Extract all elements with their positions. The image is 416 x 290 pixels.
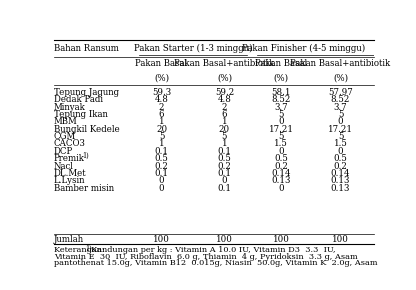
- Text: 100: 100: [272, 235, 290, 244]
- Text: 0.1: 0.1: [218, 169, 231, 178]
- Text: 100: 100: [216, 235, 233, 244]
- Text: Kandungan per kg : Vitamin A 10.0 IU, Vitamin D3  3.3  IU,: Kandungan per kg : Vitamin A 10.0 IU, Vi…: [91, 246, 335, 255]
- Text: 0.2: 0.2: [274, 162, 288, 171]
- Text: Minyak: Minyak: [54, 103, 85, 112]
- Text: Pakan Basal: Pakan Basal: [136, 59, 188, 68]
- Text: 0.1: 0.1: [218, 184, 231, 193]
- Text: 0: 0: [159, 176, 164, 185]
- Text: 4.8: 4.8: [218, 95, 231, 104]
- Text: 5: 5: [278, 110, 284, 119]
- Text: 1: 1: [222, 117, 227, 126]
- Text: 0.14: 0.14: [331, 169, 350, 178]
- Text: 1: 1: [222, 139, 227, 148]
- Text: 0.5: 0.5: [274, 154, 288, 163]
- Text: 1): 1): [85, 245, 92, 253]
- Text: 0.1: 0.1: [155, 147, 168, 156]
- Text: 0.14: 0.14: [271, 169, 291, 178]
- Text: Tepung Ikan: Tepung Ikan: [54, 110, 107, 119]
- Text: 0.2: 0.2: [334, 162, 347, 171]
- Text: 1.5: 1.5: [334, 139, 347, 148]
- Text: 0: 0: [222, 176, 227, 185]
- Text: 0.13: 0.13: [271, 176, 291, 185]
- Text: 3.7: 3.7: [274, 103, 288, 112]
- Text: 17.21: 17.21: [268, 125, 293, 134]
- Text: DCP: DCP: [54, 147, 73, 156]
- Text: 17.21: 17.21: [328, 125, 353, 134]
- Text: 1: 1: [159, 139, 164, 148]
- Text: Bamber misin: Bamber misin: [54, 184, 114, 193]
- Text: 100: 100: [153, 235, 170, 244]
- Text: CGM: CGM: [54, 132, 76, 141]
- Text: 0.5: 0.5: [218, 154, 231, 163]
- Text: 6: 6: [159, 110, 164, 119]
- Text: 0: 0: [338, 147, 343, 156]
- Text: Pakan Starter (1-3 minggu): Pakan Starter (1-3 minggu): [134, 44, 253, 53]
- Text: (%): (%): [333, 73, 348, 82]
- Text: DL.Met: DL.Met: [54, 169, 86, 178]
- Text: 1): 1): [82, 152, 89, 160]
- Text: 20: 20: [219, 125, 230, 134]
- Text: 0.5: 0.5: [334, 154, 347, 163]
- Text: 5: 5: [338, 110, 343, 119]
- Text: Nacl: Nacl: [54, 162, 74, 171]
- Text: Dedak Padi: Dedak Padi: [54, 95, 103, 104]
- Text: Jumlah: Jumlah: [54, 235, 84, 244]
- Text: 5: 5: [338, 132, 343, 141]
- Text: pantothenat 15.0g, Vitamin B12  0.015g, Niasin  50.0g, Vitamin K  2.0g, Asam: pantothenat 15.0g, Vitamin B12 0.015g, N…: [54, 259, 377, 267]
- Text: 6: 6: [222, 110, 227, 119]
- Text: 0.1: 0.1: [218, 147, 231, 156]
- Text: Bungkil Kedele: Bungkil Kedele: [54, 125, 119, 134]
- Text: (%): (%): [217, 73, 232, 82]
- Text: 4.8: 4.8: [155, 95, 168, 104]
- Text: 5: 5: [278, 132, 284, 141]
- Text: MBM: MBM: [54, 117, 77, 126]
- Text: 8.52: 8.52: [331, 95, 350, 104]
- Text: Bahan Ransum: Bahan Ransum: [54, 44, 119, 53]
- Text: 0: 0: [278, 184, 284, 193]
- Text: Pakan Basal: Pakan Basal: [255, 59, 307, 68]
- Text: 2: 2: [159, 103, 164, 112]
- Text: 1: 1: [159, 117, 164, 126]
- Text: 1.5: 1.5: [274, 139, 288, 148]
- Text: 8.52: 8.52: [271, 95, 291, 104]
- Text: Pakan Finisher (4-5 minggu): Pakan Finisher (4-5 minggu): [242, 44, 365, 53]
- Text: 100: 100: [332, 235, 349, 244]
- Text: Tepung Jagung: Tepung Jagung: [54, 88, 119, 97]
- Text: 0: 0: [159, 184, 164, 193]
- Text: 0.5: 0.5: [155, 154, 168, 163]
- Text: 59.3: 59.3: [152, 88, 171, 97]
- Text: 0.2: 0.2: [218, 162, 231, 171]
- Text: 2: 2: [222, 103, 227, 112]
- Text: Pakan Basal+antibiotik: Pakan Basal+antibiotik: [290, 59, 391, 68]
- Text: 0: 0: [278, 147, 284, 156]
- Text: Keterangan:: Keterangan:: [54, 246, 107, 255]
- Text: 0: 0: [338, 117, 343, 126]
- Text: Pakan Basal+antibiotik: Pakan Basal+antibiotik: [174, 59, 275, 68]
- Text: 59.2: 59.2: [215, 88, 234, 97]
- Text: 5: 5: [159, 132, 164, 141]
- Text: 0.1: 0.1: [155, 169, 168, 178]
- Text: 0.13: 0.13: [331, 184, 350, 193]
- Text: L.Lysin: L.Lysin: [54, 176, 85, 185]
- Text: (%): (%): [154, 73, 169, 82]
- Text: 5: 5: [222, 132, 227, 141]
- Text: 0: 0: [278, 117, 284, 126]
- Text: Vitamin E  30  IU, Riboflavin  6.0 g, Thiamin  4 g, Pyridoksin  3.3 g, Asam: Vitamin E 30 IU, Riboflavin 6.0 g, Thiam…: [54, 253, 357, 260]
- Text: 57.97: 57.97: [328, 88, 353, 97]
- Text: Premik: Premik: [54, 154, 84, 163]
- Text: CACO3: CACO3: [54, 139, 85, 148]
- Text: 0.13: 0.13: [331, 176, 350, 185]
- Text: 58.1: 58.1: [271, 88, 291, 97]
- Text: (%): (%): [273, 73, 288, 82]
- Text: 20: 20: [156, 125, 167, 134]
- Text: 0.2: 0.2: [155, 162, 168, 171]
- Text: 3.7: 3.7: [334, 103, 347, 112]
